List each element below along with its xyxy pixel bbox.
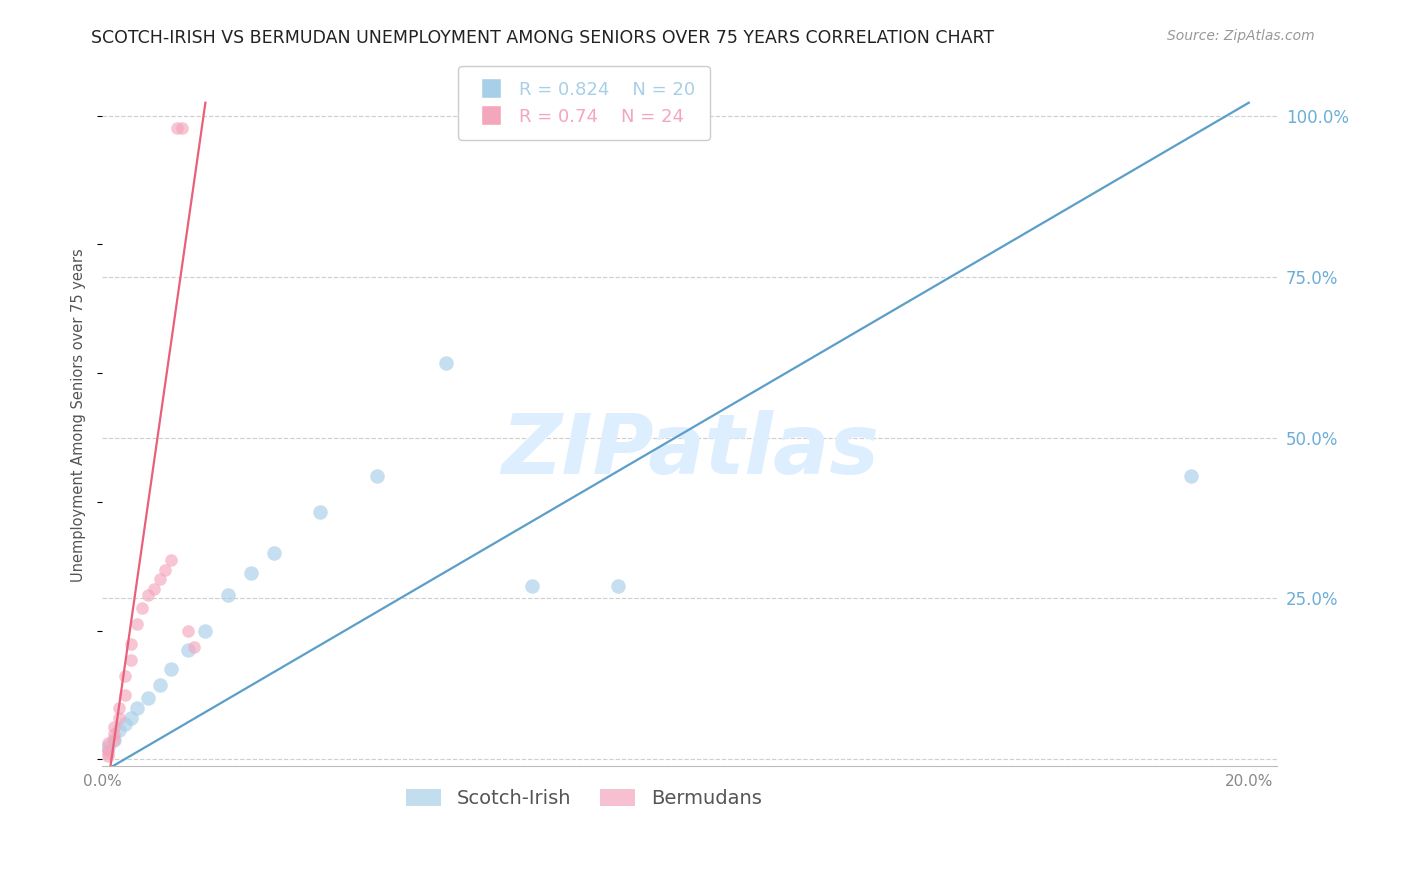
Point	[309, 505, 332, 519]
Point	[108, 701, 131, 715]
Point	[366, 469, 388, 483]
Point	[217, 588, 239, 602]
Point	[607, 579, 630, 593]
Point	[434, 356, 457, 370]
Point	[120, 653, 142, 667]
Point	[97, 736, 120, 750]
Point	[97, 739, 120, 754]
Point	[114, 669, 136, 683]
Text: Source: ZipAtlas.com: Source: ZipAtlas.com	[1167, 29, 1315, 44]
Point	[114, 717, 136, 731]
Point	[108, 723, 131, 738]
Point	[183, 640, 205, 654]
Point	[148, 678, 170, 692]
Point	[108, 710, 131, 724]
Point	[131, 601, 153, 615]
Point	[125, 701, 148, 715]
Point	[1180, 469, 1202, 483]
Point	[103, 733, 125, 747]
Point	[240, 566, 263, 580]
Y-axis label: Unemployment Among Seniors over 75 years: Unemployment Among Seniors over 75 years	[72, 248, 86, 582]
Point	[97, 746, 120, 760]
Point	[114, 688, 136, 702]
Point	[155, 562, 177, 576]
Point	[125, 617, 148, 632]
Point	[522, 579, 544, 593]
Point	[194, 624, 217, 638]
Point	[103, 733, 125, 747]
Point	[97, 743, 120, 757]
Point	[97, 749, 120, 764]
Point	[136, 588, 159, 602]
Point	[160, 553, 183, 567]
Point	[177, 624, 200, 638]
Point	[148, 572, 170, 586]
Legend: Scotch-Irish, Bermudans: Scotch-Irish, Bermudans	[398, 780, 769, 816]
Point	[142, 582, 165, 596]
Text: SCOTCH-IRISH VS BERMUDAN UNEMPLOYMENT AMONG SENIORS OVER 75 YEARS CORRELATION CH: SCOTCH-IRISH VS BERMUDAN UNEMPLOYMENT AM…	[91, 29, 994, 47]
Point	[166, 121, 188, 136]
Point	[103, 727, 125, 741]
Point	[136, 691, 159, 706]
Point	[160, 662, 183, 676]
Text: ZIPatlas: ZIPatlas	[501, 409, 879, 491]
Point	[120, 636, 142, 650]
Point	[120, 710, 142, 724]
Point	[177, 643, 200, 657]
Point	[103, 720, 125, 734]
Point	[263, 546, 285, 560]
Point	[172, 121, 194, 136]
